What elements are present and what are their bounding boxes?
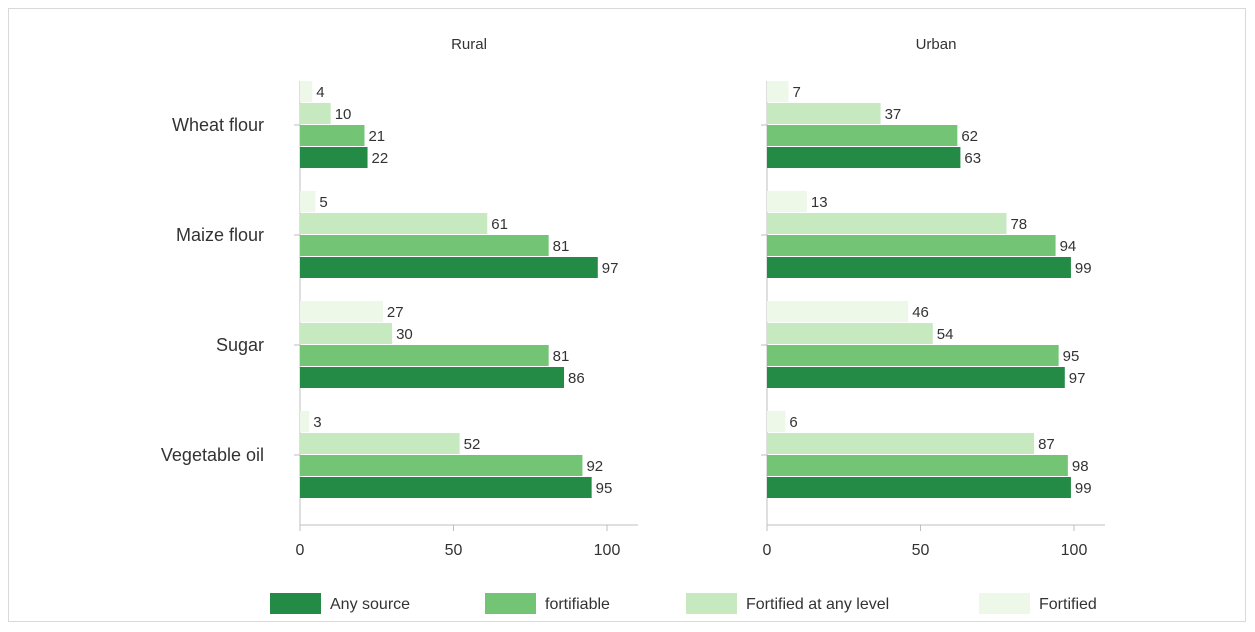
x-tick-label-rural-0: 0 [296, 542, 305, 559]
value-label-rural-wheat-flour-fortified-at-any-level: 10 [335, 106, 352, 123]
bar-urban-vegetable-oil-fortified [767, 411, 786, 432]
bar-urban-maize-flour-any-source [767, 257, 1071, 278]
x-tick-label-urban-100: 100 [1061, 542, 1088, 559]
category-label-sugar: Sugar [216, 335, 264, 355]
category-label-maize-flour: Maize flour [176, 225, 264, 245]
value-label-urban-vegetable-oil-fortified: 6 [789, 414, 797, 431]
bar-rural-wheat-flour-fortifiable [300, 125, 365, 146]
bar-rural-maize-flour-any-source [300, 257, 598, 278]
bar-rural-vegetable-oil-fortified-at-any-level [300, 433, 460, 454]
value-label-urban-vegetable-oil-any-source: 99 [1075, 480, 1092, 497]
value-label-rural-sugar-fortified-at-any-level: 30 [396, 326, 413, 343]
bar-rural-sugar-fortified-at-any-level [300, 323, 393, 344]
value-label-urban-maize-flour-fortified-at-any-level: 78 [1010, 216, 1027, 233]
legend-swatch-fortified-at-any-level [686, 593, 737, 614]
legend-label-fortified-at-any-level: Fortified at any level [746, 596, 889, 613]
value-label-urban-sugar-fortified-at-any-level: 54 [937, 326, 954, 343]
bar-urban-sugar-fortified [767, 301, 909, 322]
bar-urban-wheat-flour-fortified [767, 81, 789, 102]
bar-rural-wheat-flour-fortified [300, 81, 313, 102]
value-label-rural-wheat-flour-fortifiable: 21 [368, 128, 385, 145]
bar-rural-maize-flour-fortified-at-any-level [300, 213, 488, 234]
bar-urban-sugar-fortified-at-any-level [767, 323, 933, 344]
bar-rural-wheat-flour-any-source [300, 147, 368, 168]
bar-urban-maize-flour-fortified [767, 191, 807, 212]
bar-rural-sugar-fortifiable [300, 345, 549, 366]
bar-urban-sugar-fortifiable [767, 345, 1059, 366]
value-label-rural-vegetable-oil-fortifiable: 92 [586, 458, 603, 475]
value-label-urban-wheat-flour-fortified-at-any-level: 37 [885, 106, 902, 123]
x-tick-label-rural-50: 50 [445, 542, 463, 559]
bar-urban-wheat-flour-fortified-at-any-level [767, 103, 881, 124]
bar-urban-vegetable-oil-any-source [767, 477, 1071, 498]
legend-swatch-fortified [979, 593, 1030, 614]
bar-rural-maize-flour-fortified [300, 191, 316, 212]
x-tick-label-urban-50: 50 [912, 542, 930, 559]
bar-urban-wheat-flour-any-source [767, 147, 961, 168]
bar-urban-maize-flour-fortifiable [767, 235, 1056, 256]
value-label-rural-wheat-flour-any-source: 22 [372, 150, 389, 167]
legend-swatch-any-source [270, 593, 321, 614]
value-label-rural-vegetable-oil-any-source: 95 [596, 480, 613, 497]
value-label-rural-sugar-fortified: 27 [387, 304, 404, 321]
bar-rural-vegetable-oil-any-source [300, 477, 592, 498]
value-label-rural-maize-flour-fortified: 5 [319, 194, 327, 211]
value-label-urban-maize-flour-any-source: 99 [1075, 260, 1092, 277]
value-label-urban-maize-flour-fortifiable: 94 [1060, 238, 1077, 255]
legend-label-fortified: Fortified [1039, 596, 1097, 613]
bar-urban-sugar-any-source [767, 367, 1065, 388]
value-label-urban-sugar-any-source: 97 [1069, 370, 1086, 387]
value-label-urban-wheat-flour-fortified: 7 [792, 84, 800, 101]
bar-rural-sugar-fortified [300, 301, 383, 322]
bar-rural-vegetable-oil-fortifiable [300, 455, 583, 476]
value-label-urban-vegetable-oil-fortified-at-any-level: 87 [1038, 436, 1055, 453]
value-label-urban-maize-flour-fortified: 13 [811, 194, 828, 211]
legend-label-any-source: Any source [330, 596, 410, 613]
x-tick-label-urban-0: 0 [763, 542, 772, 559]
bar-rural-sugar-any-source [300, 367, 565, 388]
bar-rural-maize-flour-fortifiable [300, 235, 549, 256]
value-label-rural-wheat-flour-fortified: 4 [316, 84, 324, 101]
value-label-urban-wheat-flour-any-source: 63 [964, 150, 981, 167]
value-label-urban-wheat-flour-fortifiable: 62 [961, 128, 978, 145]
bar-urban-vegetable-oil-fortifiable [767, 455, 1068, 476]
value-label-rural-vegetable-oil-fortified: 3 [313, 414, 321, 431]
bar-rural-wheat-flour-fortified-at-any-level [300, 103, 331, 124]
bar-urban-maize-flour-fortified-at-any-level [767, 213, 1007, 234]
panel-title-urban: Urban [916, 36, 957, 53]
legend-swatch-fortifiable [485, 593, 536, 614]
bar-urban-wheat-flour-fortifiable [767, 125, 958, 146]
category-label-wheat-flour: Wheat flour [172, 115, 264, 135]
category-label-vegetable-oil: Vegetable oil [161, 445, 264, 465]
value-label-urban-vegetable-oil-fortifiable: 98 [1072, 458, 1089, 475]
bar-rural-vegetable-oil-fortified [300, 411, 310, 432]
value-label-urban-sugar-fortifiable: 95 [1063, 348, 1080, 365]
value-label-rural-maize-flour-fortifiable: 81 [553, 238, 570, 255]
value-label-rural-maize-flour-any-source: 97 [602, 260, 619, 277]
bar-urban-vegetable-oil-fortified-at-any-level [767, 433, 1035, 454]
panel-title-rural: Rural [451, 36, 487, 53]
x-tick-label-rural-100: 100 [594, 542, 621, 559]
legend-label-fortifiable: fortifiable [545, 596, 610, 613]
chart-frame: Rural 0 50 100 Wheat flour 4 10 21 22 Maize flour… [8, 8, 1246, 622]
value-label-rural-vegetable-oil-fortified-at-any-level: 52 [464, 436, 481, 453]
value-label-urban-sugar-fortified: 46 [912, 304, 929, 321]
value-label-rural-sugar-fortifiable: 81 [553, 348, 570, 365]
value-label-rural-maize-flour-fortified-at-any-level: 61 [491, 216, 508, 233]
value-label-rural-sugar-any-source: 86 [568, 370, 585, 387]
